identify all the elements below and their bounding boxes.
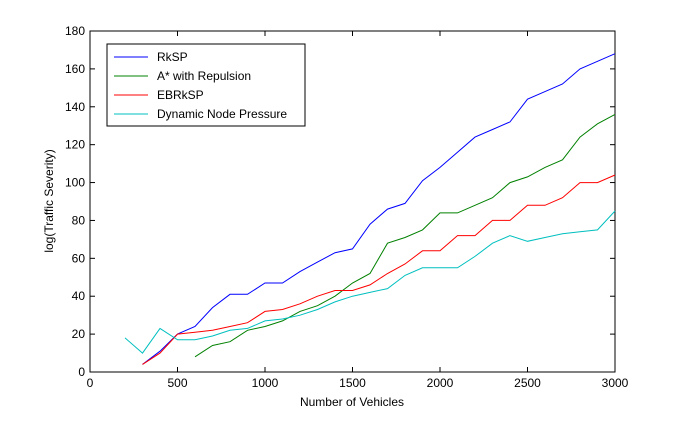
x-tick-label: 3000 bbox=[602, 376, 629, 390]
series-line-0 bbox=[142, 53, 616, 365]
y-axis-label: log(Traffic Severity) bbox=[42, 149, 56, 252]
x-tick-label: 1500 bbox=[339, 376, 366, 390]
y-axis-ticks: 0 20 40 60 80 100 120 140 160 180 bbox=[65, 24, 615, 379]
y-tick-label: 80 bbox=[72, 213, 86, 227]
series-line-3 bbox=[124, 210, 616, 354]
y-tick-label: 120 bbox=[65, 138, 85, 152]
y-tick-label: 180 bbox=[65, 24, 85, 38]
y-tick-label: 140 bbox=[65, 100, 85, 114]
x-tick-label: 1000 bbox=[252, 376, 279, 390]
legend-label: EBRkSP bbox=[157, 88, 204, 102]
y-tick-label: 20 bbox=[72, 327, 86, 341]
y-tick-label: 100 bbox=[65, 176, 85, 190]
x-tick-label: 2000 bbox=[427, 376, 454, 390]
x-tick-label: 2500 bbox=[514, 376, 541, 390]
legend-label: Dynamic Node Pressure bbox=[157, 107, 287, 121]
series-line-2 bbox=[142, 174, 616, 365]
legend: RkSP A* with Repulsion EBRkSP Dynamic Node … bbox=[106, 43, 306, 127]
x-axis-label: Number of Vehicles bbox=[300, 395, 404, 409]
x-tick-label: 0 bbox=[87, 376, 94, 390]
y-tick-label: 40 bbox=[72, 289, 86, 303]
series-line-1 bbox=[194, 113, 616, 358]
y-tick-label: 60 bbox=[72, 251, 86, 265]
x-tick-label: 500 bbox=[167, 376, 187, 390]
legend-box bbox=[106, 43, 306, 127]
x-axis-ticks: 0 500 1000 1500 2000 2500 3000 bbox=[87, 31, 629, 390]
legend-label: RkSP bbox=[157, 50, 188, 64]
series-lines bbox=[124, 53, 616, 365]
y-tick-label: 160 bbox=[65, 62, 85, 76]
legend-label: A* with Repulsion bbox=[157, 69, 251, 83]
y-tick-label: 0 bbox=[78, 365, 85, 379]
